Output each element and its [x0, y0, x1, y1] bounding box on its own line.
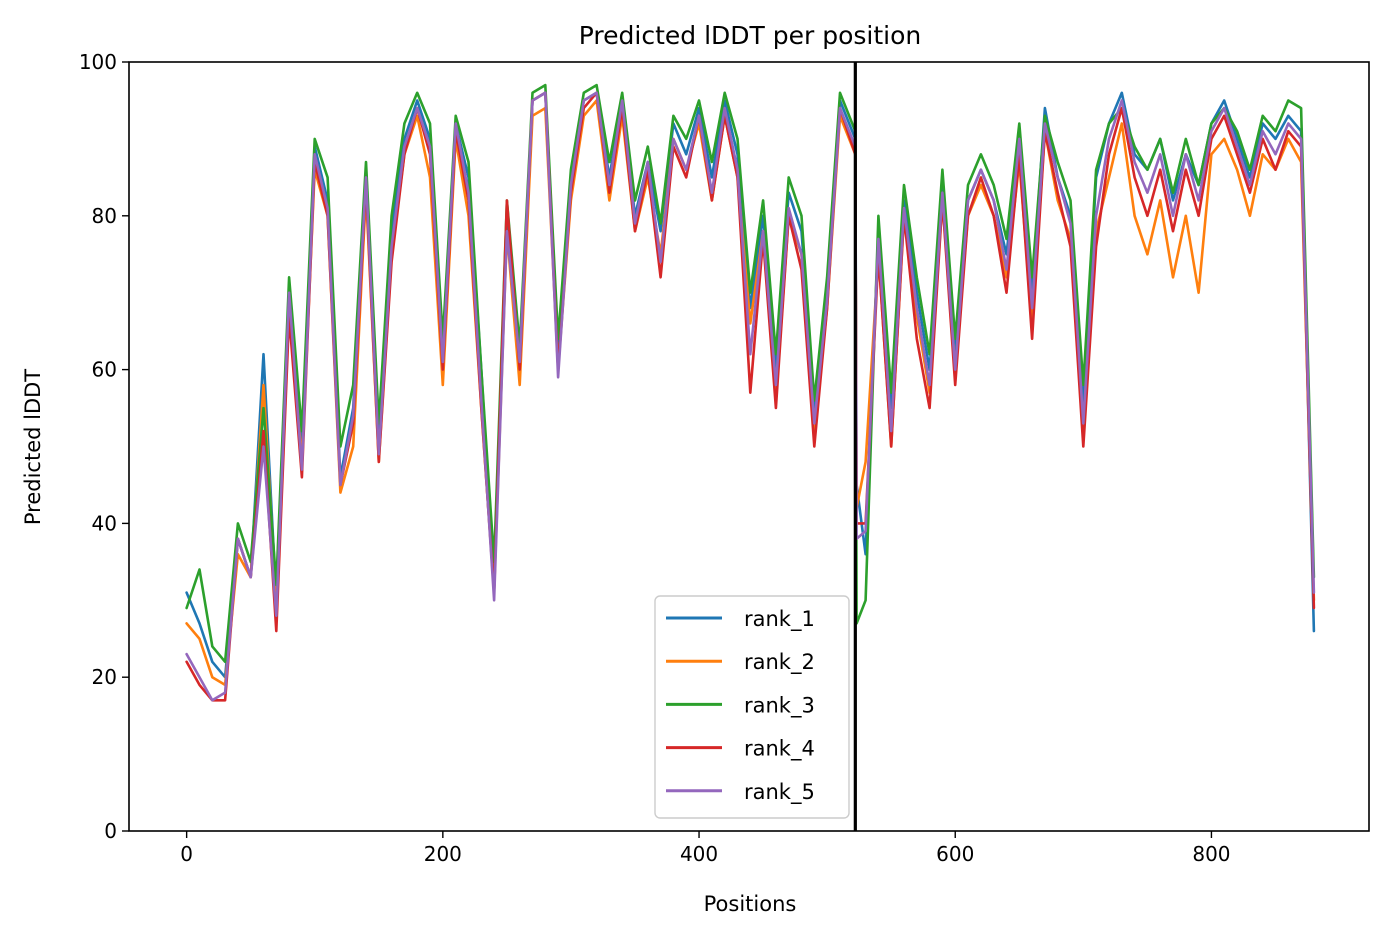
- legend-label-rank-3: rank_3: [744, 693, 815, 718]
- series-group: [185, 83, 1316, 702]
- x-tick-label: 800: [1192, 842, 1230, 866]
- legend-label-rank-5: rank_5: [744, 780, 815, 805]
- x-axis-ticks: 0 200 400 600 800: [180, 831, 1231, 866]
- x-axis-title: Positions: [704, 892, 797, 916]
- x-tick-label: 0: [180, 842, 193, 866]
- x-tick-label: 200: [424, 842, 462, 866]
- y-axis-ticks: 0 20 40 60 80 100: [79, 50, 129, 843]
- legend-frame: [654, 595, 850, 819]
- x-tick-label: 600: [936, 842, 974, 866]
- y-tick-label: 0: [104, 819, 117, 843]
- y-axis-title: Predicted lDDT: [21, 369, 45, 525]
- y-tick-label: 20: [92, 665, 117, 689]
- y-tick-label: 60: [92, 358, 117, 382]
- legend-label-rank-4: rank_4: [744, 737, 815, 762]
- chart-title: Predicted lDDT per position: [579, 21, 921, 50]
- x-tick-label: 400: [680, 842, 718, 866]
- y-tick-label: 80: [92, 204, 117, 228]
- series-line-rank-5: [185, 91, 1316, 702]
- legend-label-rank-2: rank_2: [744, 650, 815, 675]
- y-tick-label: 100: [79, 50, 117, 74]
- legend: rank_1 rank_2 rank_3 rank_4 rank_5: [654, 595, 850, 819]
- y-tick-label: 40: [92, 511, 117, 535]
- legend-label-rank-1: rank_1: [744, 607, 815, 632]
- plot-frame: [128, 61, 1370, 832]
